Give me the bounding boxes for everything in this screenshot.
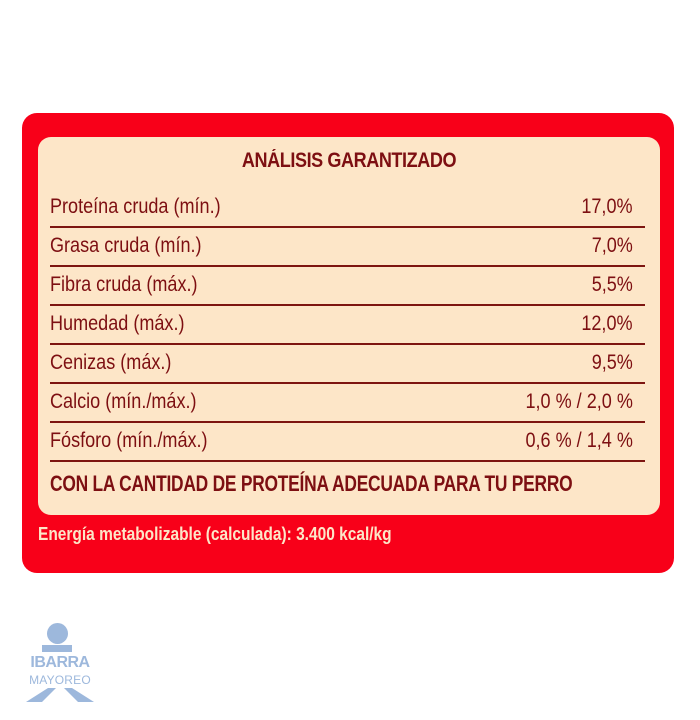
row-label: Fósforo (mín./máx.) [50, 429, 208, 452]
analysis-row: Calcio (mín./máx.) 1,0 % / 2,0 % [50, 384, 645, 423]
analysis-row: Grasa cruda (mín.) 7,0% [50, 228, 645, 267]
analysis-row: Humedad (máx.) 12,0% [50, 306, 645, 345]
row-value: 17,0% [581, 195, 633, 218]
row-label: Grasa cruda (mín.) [50, 234, 202, 257]
protein-tagline: CON LA CANTIDAD DE PROTEÍNA ADECUADA PAR… [50, 471, 573, 496]
row-value: 5,5% [591, 273, 633, 296]
analysis-row: Fósforo (mín./máx.) 0,6 % / 1,4 % [50, 423, 645, 462]
row-value: 0,6 % / 1,4 % [525, 429, 633, 452]
analysis-row: Fibra cruda (máx.) 5,5% [50, 267, 645, 306]
analysis-row: Cenizas (máx.) 9,5% [50, 345, 645, 384]
row-label: Proteína cruda (mín.) [50, 195, 221, 218]
ibarra-mayoreo-logo: IBARRA MAYOREO [20, 618, 100, 704]
logo-legs-icon [26, 688, 94, 702]
row-value: 12,0% [581, 312, 633, 335]
row-label: Calcio (mín./máx.) [50, 390, 197, 413]
logo-sub-text: MAYOREO [29, 673, 91, 687]
logo-arms-icon [42, 645, 72, 652]
logo-head-icon [47, 623, 68, 644]
row-label: Cenizas (máx.) [50, 351, 172, 374]
logo-brand-text: IBARRA [30, 654, 90, 671]
panel-title: ANÁLISIS GARANTIZADO [241, 149, 457, 172]
row-label: Fibra cruda (máx.) [50, 273, 198, 296]
analysis-row: Proteína cruda (mín.) 17,0% [50, 189, 645, 228]
row-value: 7,0% [591, 234, 633, 257]
row-value: 9,5% [591, 351, 633, 374]
row-label: Humedad (máx.) [50, 312, 185, 335]
analysis-rows: Proteína cruda (mín.) 17,0% Grasa cruda … [50, 189, 645, 462]
guaranteed-analysis-panel: ANÁLISIS GARANTIZADO Proteína cruda (mín… [22, 113, 674, 573]
row-value: 1,0 % / 2,0 % [525, 390, 633, 413]
analysis-table-card: ANÁLISIS GARANTIZADO Proteína cruda (mín… [38, 137, 660, 515]
metabolizable-energy: Energía metabolizable (calculada): 3.400… [38, 524, 392, 544]
